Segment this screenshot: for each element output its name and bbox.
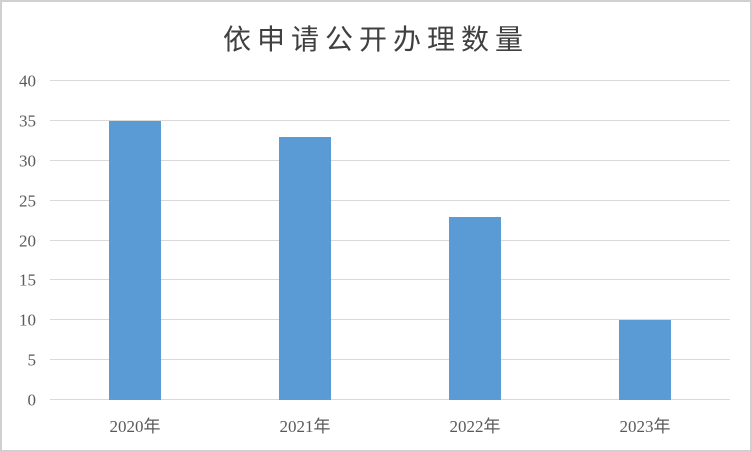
x-axis-category-label: 2021年 [279,417,331,436]
y-axis-tick-label: 30 [19,151,36,171]
gridline [50,359,730,361]
y-axis-tick-label: 5 [27,350,37,370]
bar-2021年[interactable] [279,136,331,400]
y-axis-tick-label: 10 [19,310,36,330]
y-axis-tick-label: 15 [19,270,36,290]
chart-title: 依申请公开办理数量 [222,25,529,56]
x-axis-category-label: 2022年 [449,417,501,436]
bar-2023年[interactable] [619,320,671,400]
gridline [50,119,730,121]
plot-area [50,80,730,400]
gridline [50,319,730,321]
x-axis-category-label: 2020年 [109,417,161,436]
gridline [50,159,730,161]
y-axis-tick-label: 40 [19,71,36,91]
gridline [50,80,730,81]
y-axis: 0 5 10 15 20 25 30 35 40 [2,73,42,409]
y-axis-tick-label: 20 [19,231,36,250]
y-axis-tick-label: 25 [19,191,36,211]
gridline [50,199,730,201]
y-axis-tick-label: 0 [27,390,37,410]
bar-2022年[interactable] [449,216,501,400]
x-axis: 2020年 2021年 2022年 2023年 [50,408,730,438]
gridline [50,279,730,281]
gridline [50,239,730,241]
bar-2020年[interactable] [109,120,161,400]
gridline [50,399,730,400]
x-axis-category-label: 2023年 [619,417,671,436]
y-axis-tick-label: 35 [19,111,36,131]
